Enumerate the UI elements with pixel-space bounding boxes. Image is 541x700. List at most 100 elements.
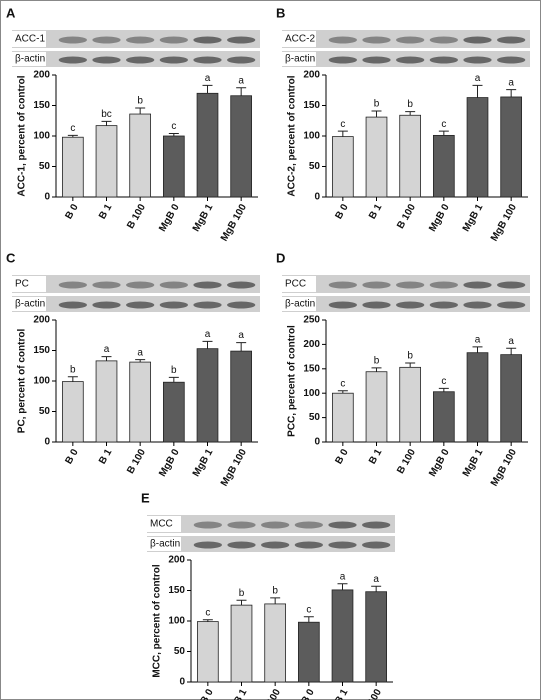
error-bar [101,120,112,126]
blot-label-bg [12,52,46,66]
y-tick-label: 0 [314,192,320,203]
blot-label: β-actin [285,299,315,310]
bar [297,621,320,683]
error-bar [405,111,416,116]
blot-label: MCC [150,519,173,530]
bar [331,589,354,683]
blot-band [159,281,188,289]
panel: ACC-1 β-actin A 0 50 100 150 200 ACC-1, percent … [6,5,260,243]
y-tick-label: 100 [303,388,320,399]
blot-label-bg [12,31,46,47]
bar [61,381,84,443]
blot-label-bg [282,52,316,66]
significance-letter: c [441,376,446,387]
blot-label: β-actin [15,299,45,310]
y-tick-label: 150 [33,345,50,356]
blot-band [497,301,526,309]
significance-letter: b [171,365,177,376]
blot-band [362,36,391,44]
y-tick-label: 0 [44,192,50,203]
significance-letter: b [374,355,380,366]
blot-band [497,56,526,64]
blot-band [159,56,188,64]
panel: PC β-actin C 0 50 100 150 200 PC, percent of con… [6,250,260,488]
error-bar [337,583,348,590]
y-tick-label: 0 [44,437,50,448]
error-bar [135,359,146,363]
significance-letter: a [475,73,481,84]
y-tick-label: 0 [314,437,320,448]
bar [196,621,219,683]
blot-band [396,301,425,309]
error-bar [337,130,348,137]
blot-band [328,301,357,309]
y-tick-label: 200 [303,339,320,350]
error-bar [67,134,78,138]
bar [500,96,523,198]
error-bar [168,376,179,383]
significance-letter: b [374,99,380,110]
bar [432,391,455,443]
panel-letter: E [141,490,150,505]
blot-band [92,56,121,64]
blot-label: PC [15,279,29,290]
y-axis-label: ACC-1, percent of control [17,75,28,196]
panel-letter: D [276,250,285,265]
error-bar [371,110,382,118]
significance-letter: c [306,604,311,615]
y-tick-label: 50 [174,646,186,657]
blot-label-bg [282,297,316,311]
panel: ACC-2 β-actin B 0 50 100 150 200 ACC-2, percent … [276,5,530,243]
panel-letter: B [276,5,285,20]
blot-band [227,541,256,549]
bar [264,603,287,683]
error-bar [135,107,146,115]
blot-band [396,281,425,289]
panel-letter: C [6,250,16,265]
significance-letter: a [238,330,244,341]
y-tick-label: 50 [39,406,51,417]
error-bar [472,84,483,98]
blot-band [193,36,222,44]
blot-band [463,281,492,289]
blot-band [362,56,391,64]
blot-band [227,521,256,529]
blot-band [159,36,188,44]
significance-letter: a [205,73,211,84]
y-tick-label: 50 [309,161,321,172]
y-axis-label: MCC, percent of control [152,564,163,678]
y-tick-label: 100 [168,616,185,627]
significance-letter: a [104,344,110,355]
y-tick-label: 200 [303,70,320,81]
blot-label: ACC-1 [15,34,45,45]
blot-band [463,36,492,44]
bar [500,354,523,443]
y-tick-label: 100 [303,131,320,142]
panel: PCC β-actin D 0 50 100 150 200 250 PCC, percent o… [276,250,530,488]
blot-band [362,521,391,529]
error-bar [67,376,78,382]
blot-label-bg [282,276,316,292]
y-axis-label: ACC-2, percent of control [287,75,298,196]
significance-letter: c [70,123,75,134]
bar [230,350,253,443]
error-bar [371,367,382,372]
bar [331,392,354,443]
y-tick-label: 0 [179,677,185,688]
significance-letter: a [340,571,346,582]
blot-band [328,541,357,549]
significance-letter: b [239,588,245,599]
blot-band [328,281,357,289]
panel-letter: A [6,5,16,20]
blot-band [193,541,222,549]
blot-band [497,36,526,44]
bar [162,381,185,443]
error-bar [236,599,247,606]
bar [331,136,354,198]
blot-band [227,301,256,309]
significance-letter: a [475,334,481,345]
error-bar [202,619,213,622]
y-axis-label: PCC, percent of control [287,325,298,437]
blot-label: β-actin [285,54,315,65]
